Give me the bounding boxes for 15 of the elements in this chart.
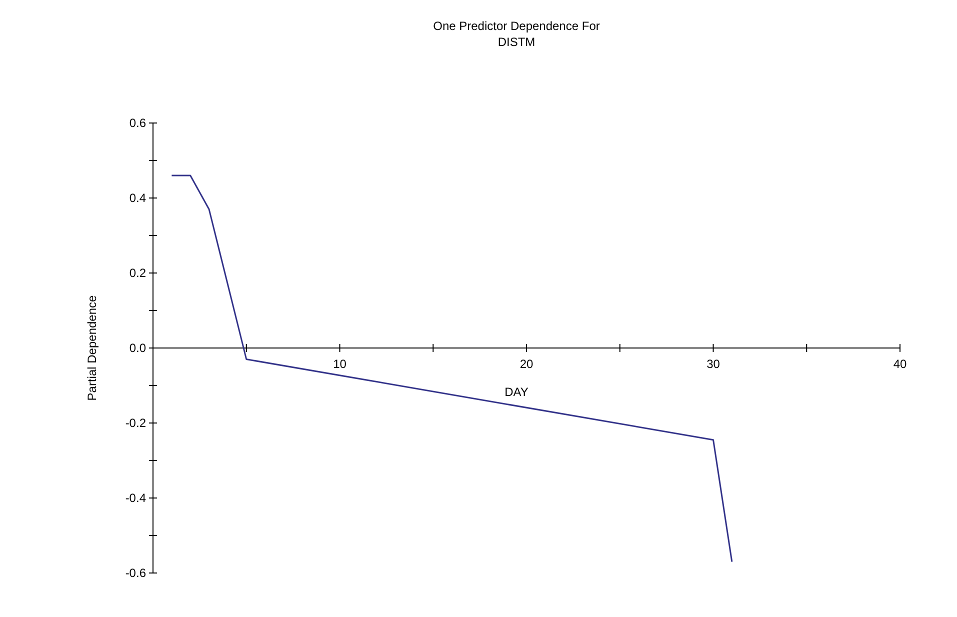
y-tick-label: -0.4 [125, 491, 146, 506]
x-tick-label: 30 [706, 357, 720, 371]
x-tick-label: 20 [520, 357, 534, 371]
x-tick-label: 40 [893, 357, 907, 371]
x-tick-label: 10 [333, 357, 347, 371]
x-axis-title: DAY [504, 385, 528, 399]
y-tick-label: 0.2 [129, 266, 146, 280]
y-tick-label: 0.0 [129, 341, 146, 356]
y-tick-label: -0.6 [125, 566, 146, 580]
chart-title: One Predictor Dependence For DISTM [433, 19, 600, 49]
y-tick-label: 0.4 [129, 191, 146, 206]
y-tick-label: 0.6 [129, 116, 146, 130]
y-tick-label: -0.2 [125, 416, 146, 430]
line-series [170, 174, 733, 562]
y-axis-title: Partial Dependence [85, 294, 99, 401]
